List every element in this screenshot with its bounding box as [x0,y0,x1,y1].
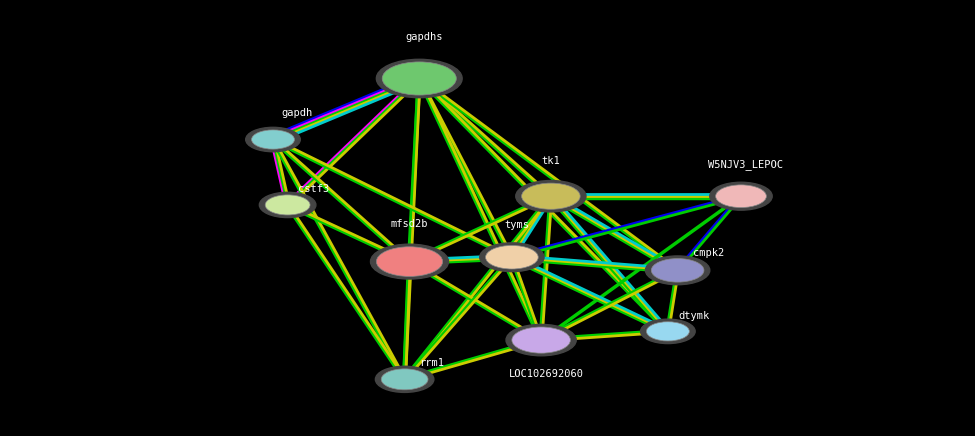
Circle shape [381,369,428,390]
Circle shape [480,243,544,272]
Circle shape [522,183,580,209]
Text: gapdh: gapdh [282,109,313,118]
Circle shape [376,59,462,98]
Circle shape [716,185,766,208]
Circle shape [261,134,285,145]
Circle shape [265,195,310,215]
Circle shape [651,259,704,282]
Circle shape [252,130,294,149]
Circle shape [259,192,316,218]
Circle shape [275,199,300,211]
Circle shape [497,251,526,264]
Circle shape [646,322,689,341]
Circle shape [525,333,558,347]
Circle shape [645,256,710,285]
Circle shape [376,247,443,276]
Circle shape [391,253,428,270]
Circle shape [392,374,417,385]
Circle shape [641,319,695,344]
Text: LOC102692060: LOC102692060 [509,369,583,379]
Circle shape [246,127,300,152]
Text: rrm1: rrm1 [419,358,445,368]
Circle shape [534,189,567,203]
Circle shape [506,324,576,356]
Circle shape [486,245,538,269]
Circle shape [656,326,680,337]
Text: gapdhs: gapdhs [406,32,443,41]
Circle shape [710,182,772,210]
Text: cstf3: cstf3 [298,184,330,194]
Circle shape [727,190,755,202]
Circle shape [516,181,586,212]
Text: mfsd2b: mfsd2b [391,219,428,228]
Circle shape [399,69,440,88]
Text: tk1: tk1 [541,157,561,166]
Circle shape [512,327,570,353]
Text: tyms: tyms [504,220,529,230]
Circle shape [382,62,456,95]
Text: dtymk: dtymk [679,311,710,321]
Circle shape [370,244,448,279]
Text: cmpk2: cmpk2 [693,248,724,258]
Circle shape [663,264,692,277]
Circle shape [375,366,434,392]
Text: W5NJV3_LEPOC: W5NJV3_LEPOC [709,159,783,170]
